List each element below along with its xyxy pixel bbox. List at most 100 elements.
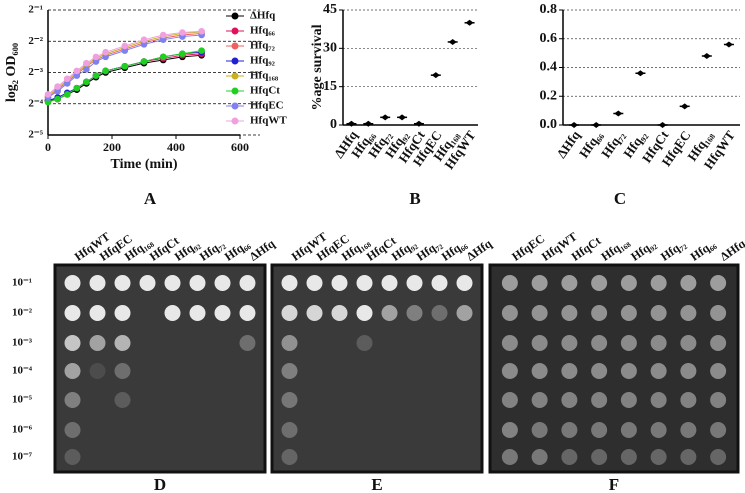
colony-spot [591, 363, 608, 379]
colony-spot [64, 422, 81, 438]
colony-spot [381, 305, 398, 321]
data-point [159, 31, 167, 39]
strain-label: Hfq₆₆ [688, 236, 719, 263]
x-tick-label: ΔHfq [554, 127, 584, 161]
colony-spot [710, 449, 727, 465]
strain-label: Hfq₆₆ [222, 236, 253, 263]
data-point [63, 80, 71, 87]
strain-label: Hfq₁₆₈ [598, 234, 632, 263]
y-axis-label: log₂ OD₆₀₀ [4, 43, 19, 102]
colony-spot [620, 335, 637, 351]
legend-label: HfqEC [250, 100, 284, 112]
colony-spot [561, 422, 578, 438]
strain-label: ΔHfq [717, 236, 745, 263]
colony-spot [281, 305, 298, 321]
colony-spot [89, 335, 106, 351]
legend-marker [231, 72, 239, 80]
strain-label: Hfq₇₂ [658, 236, 689, 263]
data-point [73, 72, 81, 79]
colony-spot [64, 363, 81, 379]
colony-spot [239, 305, 256, 321]
colony-spot [164, 275, 181, 291]
legend-marker [231, 12, 239, 20]
dilution-label: 10⁻⁴ [12, 365, 33, 377]
colony-spot [406, 305, 423, 321]
colony-spot [114, 363, 131, 379]
data-point [63, 91, 71, 98]
data-point [92, 58, 100, 65]
legend-marker [231, 57, 239, 65]
data-point [159, 53, 167, 61]
y-tick-label: 30 [323, 41, 337, 56]
colony-spot [591, 449, 608, 465]
colony-spot [89, 305, 106, 321]
y-tick-label: 0.0 [540, 117, 558, 132]
data-point [179, 50, 186, 58]
y-tick-label: 0.6 [540, 31, 558, 46]
colony-spot [650, 335, 667, 351]
colony-spot [591, 392, 608, 408]
colony-spot [650, 392, 667, 408]
colony-spot [531, 449, 548, 465]
plate [488, 263, 740, 474]
y-axis-label: %age survival [310, 24, 325, 110]
colony-spot [650, 449, 667, 465]
data-point [102, 48, 109, 56]
colony-spot [680, 392, 697, 408]
panel-letter: A [144, 189, 157, 208]
y-tick-label: 2⁻⁵ [28, 129, 43, 141]
colony-spot [501, 275, 518, 291]
dilution-label: 10⁻⁶ [12, 424, 33, 436]
colony-spot [114, 305, 131, 321]
plate [270, 263, 484, 474]
colony-spot [64, 392, 81, 408]
colony-spot [591, 275, 608, 291]
data-point [63, 75, 71, 83]
plate [53, 263, 267, 474]
colony-spot [64, 335, 81, 351]
x-tick-label: Hfq₇₂ [598, 128, 627, 161]
colony-spot [501, 449, 518, 465]
strain-label: Hfq₇₂ [414, 236, 445, 263]
panel-letter: C [614, 189, 626, 208]
colony-spot [501, 363, 518, 379]
colony-spot [64, 305, 81, 321]
colony-spot [281, 449, 298, 465]
data-point [179, 29, 186, 36]
y-tick-label: 2⁻² [28, 35, 43, 47]
colony-spot [680, 449, 697, 465]
colony-spot [331, 275, 348, 291]
legend-marker [231, 42, 239, 50]
legend-label: Hfq₇₂ [250, 40, 276, 52]
data-point [102, 67, 109, 75]
colony-spot [680, 305, 697, 321]
x-axis-label: Time (min) [110, 157, 177, 172]
data-point [198, 27, 205, 35]
legend-marker [231, 102, 239, 110]
data-point [140, 58, 148, 65]
series-line [47, 30, 202, 95]
colony-spot [531, 275, 548, 291]
data-point [44, 98, 52, 106]
y-tick-label: 0 [330, 117, 337, 132]
colony-spot [710, 275, 727, 291]
colony-spot [650, 275, 667, 291]
colony-spot [114, 275, 131, 291]
colony-spot [591, 335, 608, 351]
colony-spot [281, 275, 298, 291]
legend-label: Hfq₆₆ [250, 25, 276, 37]
y-tick-label: 0.4 [540, 60, 558, 75]
colony-spot [281, 392, 298, 408]
colony-spot [561, 305, 578, 321]
data-point [121, 42, 129, 50]
colony-spot [501, 335, 518, 351]
colony-spot [620, 392, 637, 408]
data-point [83, 66, 90, 73]
data-point [44, 91, 52, 98]
colony-spot [531, 363, 548, 379]
colony-spot [710, 335, 727, 351]
legend-label: ΔHfq [250, 10, 276, 22]
data-point [198, 47, 205, 54]
x-tick-label: 0 [45, 140, 51, 154]
colony-spot [501, 392, 518, 408]
